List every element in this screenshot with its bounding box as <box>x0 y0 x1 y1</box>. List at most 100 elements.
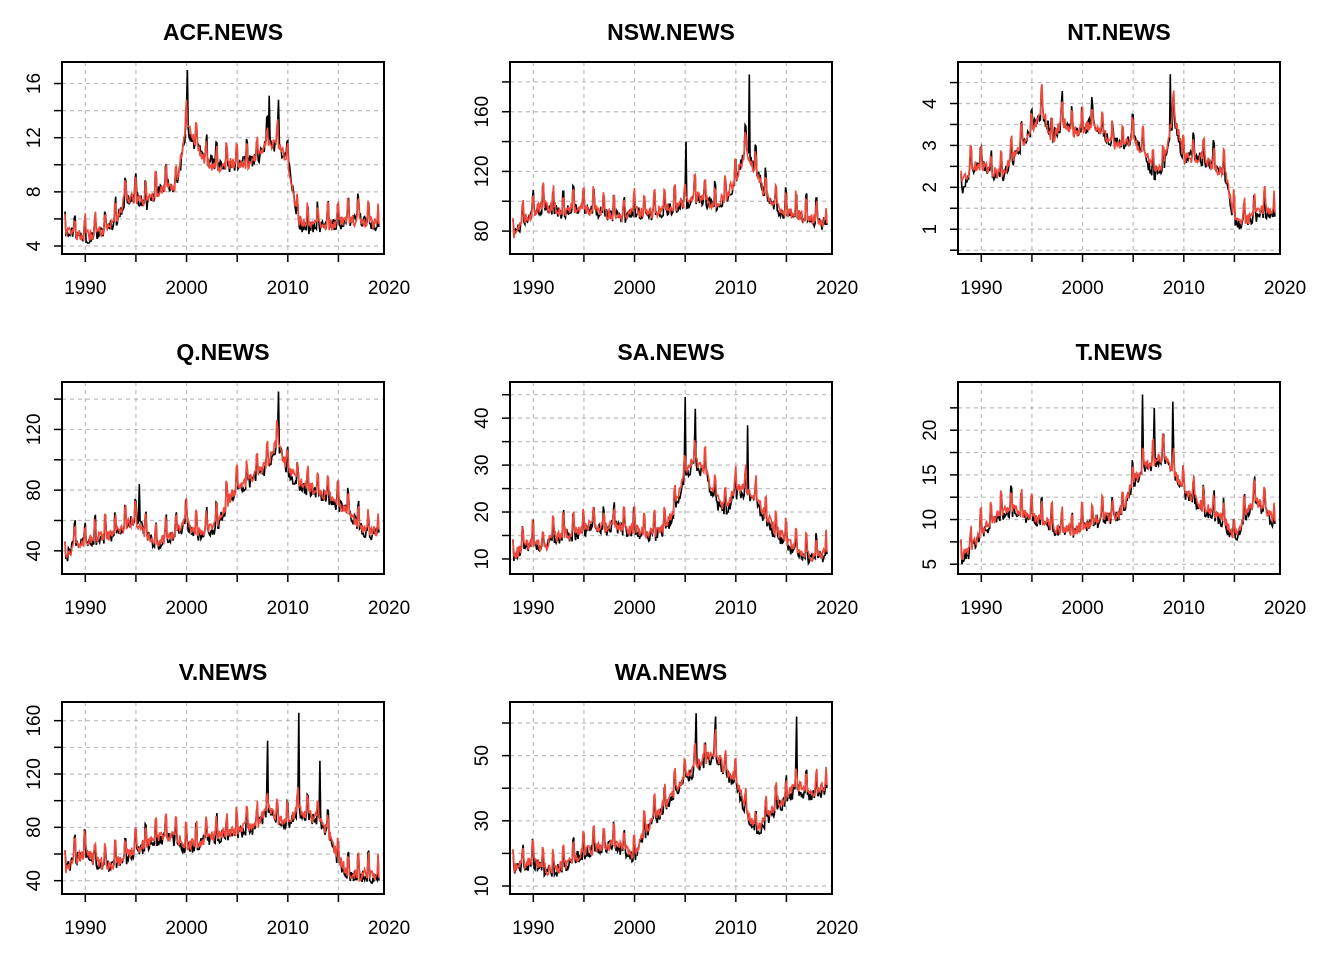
series-fitted-line <box>512 440 828 562</box>
x-tick-label: 1990 <box>64 278 106 299</box>
y-tick-label: 4 <box>920 98 941 109</box>
y-tick-label: 120 <box>24 414 45 446</box>
series-fitted-line <box>64 419 380 560</box>
y-axis: 80 120 160 <box>472 81 510 242</box>
y-tick-label: 40 <box>24 870 45 891</box>
x-tick-label: 2020 <box>1264 278 1306 299</box>
x-axis: 1990 2000 2010 2020 <box>64 894 410 939</box>
x-tick-label: 1990 <box>960 598 1002 619</box>
x-tick-label: 2020 <box>816 598 858 619</box>
panel-nsw-news: NSW.NEWS 1990 2000 2010 2020 80 120 160 <box>472 19 858 299</box>
y-tick-label: 80 <box>472 221 493 242</box>
series-fitted-line <box>512 729 828 877</box>
panel-sa-news: SA.NEWS 1990 2000 2010 2020 10 20 30 40 <box>472 339 858 619</box>
series-actual-line <box>64 712 380 885</box>
series-actual-line <box>960 394 1276 565</box>
x-tick-label: 2010 <box>267 598 309 619</box>
panel-nt-news: NT.NEWS 1990 2000 2010 2020 1 2 3 4 <box>920 19 1306 299</box>
x-axis: 1990 2000 2010 2020 <box>64 254 410 299</box>
x-tick-label: 2010 <box>1163 278 1205 299</box>
y-tick-label: 15 <box>920 464 941 485</box>
y-tick-label: 30 <box>472 810 493 831</box>
x-tick-label: 1990 <box>960 278 1002 299</box>
x-axis: 1990 2000 2010 2020 <box>512 254 858 299</box>
y-tick-label: 20 <box>472 501 493 522</box>
y-axis: 10 30 50 <box>472 722 510 897</box>
x-tick-label: 2000 <box>613 918 655 939</box>
panel-title: ACF.NEWS <box>163 19 283 45</box>
y-tick-label: 20 <box>920 420 941 441</box>
y-tick-label: 4 <box>24 240 45 251</box>
y-axis: 10 20 30 40 <box>472 393 510 570</box>
panel-title: NT.NEWS <box>1067 19 1171 45</box>
x-axis: 1990 2000 2010 2020 <box>960 574 1306 619</box>
grid <box>958 382 1280 574</box>
panel-title: WA.NEWS <box>615 659 727 685</box>
plot-frame <box>509 701 833 895</box>
series-actual-line <box>64 69 380 244</box>
series-actual-line <box>960 74 1276 230</box>
plot-frame <box>61 381 385 575</box>
x-tick-label: 2020 <box>816 278 858 299</box>
grid <box>62 382 384 574</box>
y-tick-label: 40 <box>24 540 45 561</box>
plot-frame <box>61 61 385 255</box>
x-tick-label: 1990 <box>512 598 554 619</box>
x-tick-label: 1990 <box>512 278 554 299</box>
y-tick-label: 40 <box>472 408 493 429</box>
x-tick-label: 1990 <box>64 918 106 939</box>
x-tick-label: 2020 <box>816 918 858 939</box>
y-tick-label: 160 <box>24 705 45 737</box>
x-tick-label: 1990 <box>512 918 554 939</box>
plot-frame <box>957 61 1281 255</box>
x-tick-label: 2010 <box>715 598 757 619</box>
panel-wa-news: WA.NEWS 1990 2000 2010 2020 10 30 50 <box>472 659 858 939</box>
y-tick-label: 3 <box>920 140 941 151</box>
panel-title: Q.NEWS <box>176 339 269 365</box>
grid <box>510 62 832 254</box>
y-tick-label: 80 <box>24 817 45 838</box>
y-tick-label: 5 <box>920 559 941 570</box>
plot-frame <box>509 61 833 255</box>
x-axis: 1990 2000 2010 2020 <box>512 894 858 939</box>
x-tick-label: 2000 <box>165 918 207 939</box>
panel-t-news: T.NEWS 1990 2000 2010 2020 5 10 15 20 <box>920 339 1306 619</box>
x-tick-label: 2000 <box>613 598 655 619</box>
series-fitted-line <box>64 786 380 882</box>
x-tick-label: 2020 <box>368 278 410 299</box>
series-fitted-line <box>512 131 828 239</box>
y-tick-label: 10 <box>472 875 493 896</box>
plot-frame <box>61 701 385 895</box>
panel-q-news: Q.NEWS 1990 2000 2010 2020 40 80 120 <box>24 339 410 619</box>
grid <box>510 702 832 894</box>
y-tick-label: 2 <box>920 182 941 193</box>
y-tick-label: 10 <box>920 509 941 530</box>
x-axis: 1990 2000 2010 2020 <box>960 254 1306 299</box>
y-axis: 4 8 12 16 <box>24 73 62 251</box>
x-tick-label: 2000 <box>165 278 207 299</box>
x-tick-label: 2000 <box>1061 598 1103 619</box>
x-tick-label: 2010 <box>715 918 757 939</box>
panel-title: T.NEWS <box>1076 339 1163 365</box>
x-tick-label: 2020 <box>368 918 410 939</box>
y-axis: 40 80 120 <box>24 398 62 561</box>
plot-frame <box>509 381 833 575</box>
y-tick-label: 50 <box>472 745 493 766</box>
x-tick-label: 2010 <box>267 278 309 299</box>
x-tick-label: 2010 <box>715 278 757 299</box>
y-axis: 40 80 120 160 <box>24 705 62 891</box>
grid <box>62 702 384 894</box>
x-axis: 1990 2000 2010 2020 <box>64 574 410 619</box>
x-tick-label: 1990 <box>64 598 106 619</box>
panel-title: NSW.NEWS <box>607 19 735 45</box>
panel-title: SA.NEWS <box>617 339 724 365</box>
y-tick-label: 80 <box>24 480 45 501</box>
series-fitted-line <box>960 84 1276 227</box>
x-tick-label: 2000 <box>1061 278 1103 299</box>
y-tick-label: 120 <box>472 156 493 188</box>
y-tick-label: 16 <box>24 73 45 94</box>
y-tick-label: 12 <box>24 127 45 148</box>
x-tick-label: 2010 <box>267 918 309 939</box>
y-tick-label: 120 <box>24 758 45 790</box>
